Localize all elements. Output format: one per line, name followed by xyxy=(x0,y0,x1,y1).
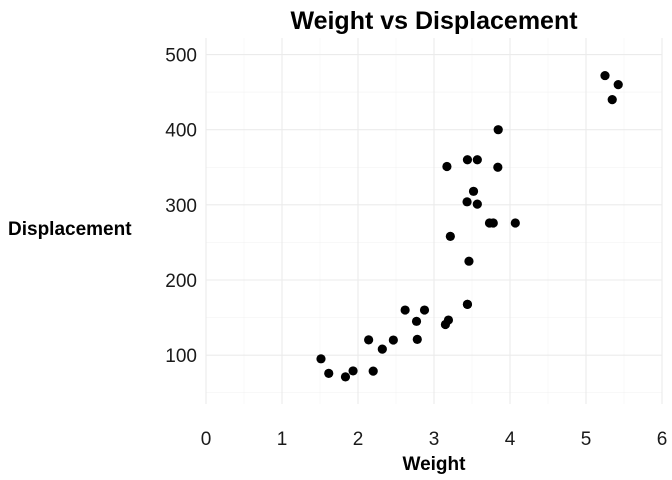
data-point xyxy=(472,199,482,209)
data-point xyxy=(607,95,617,105)
data-point xyxy=(411,316,422,326)
data-point xyxy=(316,354,326,364)
data-point xyxy=(445,231,455,242)
data-point xyxy=(472,155,482,165)
data-point xyxy=(419,305,430,315)
y-axis-title: Displacement xyxy=(8,219,132,240)
y-tick-label: 500 xyxy=(165,46,197,67)
data-point xyxy=(613,79,623,90)
y-tick-label: 300 xyxy=(165,196,197,217)
data-point xyxy=(400,305,410,315)
x-tick-label: 0 xyxy=(201,429,212,450)
data-point xyxy=(462,197,472,207)
data-point xyxy=(468,186,479,196)
x-axis-title: Weight xyxy=(403,454,467,475)
data-point xyxy=(412,334,422,344)
y-tick-label: 400 xyxy=(165,121,197,142)
data-points xyxy=(316,70,623,382)
data-point xyxy=(368,366,378,376)
data-point xyxy=(442,161,452,172)
x-tick-label: 4 xyxy=(505,429,516,450)
x-tick-label: 1 xyxy=(277,429,288,450)
data-point xyxy=(440,319,450,330)
data-point xyxy=(340,372,351,382)
data-point xyxy=(600,70,610,81)
x-tick-label: 6 xyxy=(657,429,668,450)
data-point xyxy=(388,335,398,345)
y-tick-label: 200 xyxy=(165,271,197,292)
x-tick-label: 3 xyxy=(429,429,440,450)
data-point xyxy=(510,218,520,228)
data-point xyxy=(348,366,358,376)
data-point xyxy=(364,335,374,345)
data-point xyxy=(462,299,473,309)
data-point xyxy=(493,125,503,135)
chart-title: Weight vs Displacement xyxy=(290,7,578,35)
x-tick-label: 2 xyxy=(353,429,364,450)
data-point xyxy=(324,368,334,379)
data-point xyxy=(488,218,498,228)
x-tick-label: 5 xyxy=(581,429,592,450)
data-point xyxy=(462,155,473,165)
x-tick-labels: 0 1 2 3 4 5 6 xyxy=(201,429,668,450)
data-point xyxy=(464,256,474,266)
grid-lines xyxy=(205,38,663,404)
y-tick-label: 100 xyxy=(165,346,197,367)
data-point xyxy=(377,344,387,354)
data-point xyxy=(493,162,503,172)
y-tick-labels: 100 200 300 400 500 xyxy=(165,46,197,368)
